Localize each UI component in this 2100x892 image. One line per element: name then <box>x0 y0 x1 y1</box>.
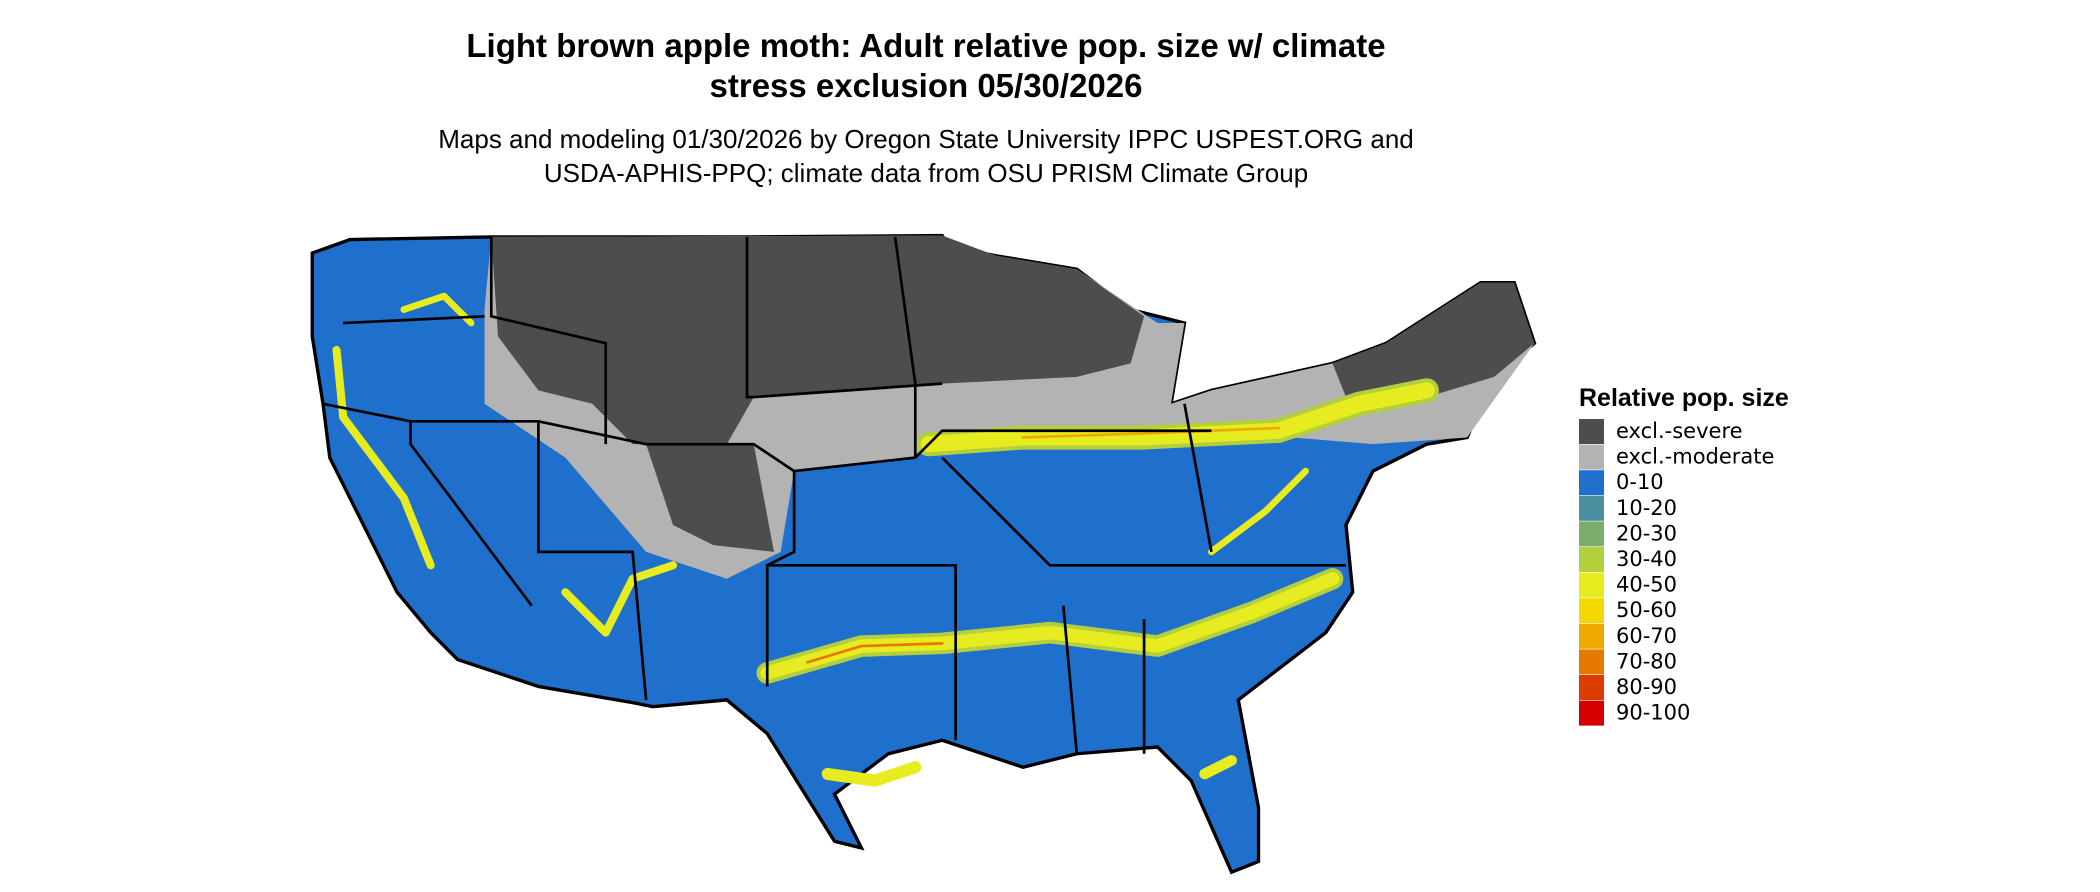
band-core <box>1021 426 1281 439</box>
band-core <box>806 642 944 664</box>
band-inner <box>400 292 475 327</box>
legend-swatch <box>1579 521 1604 547</box>
legend-swatch <box>1579 419 1604 444</box>
state-border <box>1061 605 1079 754</box>
state-border <box>767 563 958 741</box>
legend-label: 20-30 <box>1616 521 1677 545</box>
state-border <box>1183 403 1213 553</box>
legend-swatch <box>1579 470 1604 496</box>
state-border <box>893 236 917 458</box>
suitability-bands <box>332 292 1439 787</box>
legend-swatch <box>1579 495 1604 521</box>
state-border <box>537 421 648 701</box>
map-subtitle: Maps and modeling 01/30/2026 by Oregon S… <box>438 124 1414 154</box>
legend-swatch <box>1579 623 1604 649</box>
legend-label: 40-50 <box>1616 573 1677 597</box>
legend-label: excl.-moderate <box>1616 445 1774 469</box>
legend-label: 80-90 <box>1616 675 1677 699</box>
map-title: Light brown apple moth: Adult relative p… <box>466 27 1385 64</box>
legend-label: 90-100 <box>1616 701 1690 725</box>
state-border <box>343 314 485 325</box>
severe-exclusion-northeast <box>1332 282 1535 398</box>
legend-swatch <box>1579 598 1604 624</box>
legend-swatch <box>1579 675 1604 700</box>
legend: Relative pop. size excl.-severeexcl.-mod… <box>1579 384 1789 726</box>
state-borders <box>322 236 1346 754</box>
state-border <box>322 402 1212 473</box>
state-border <box>941 456 1346 567</box>
legend-label: 10-20 <box>1616 496 1677 520</box>
map-title: stress exclusion 05/30/2026 <box>710 67 1143 104</box>
map <box>310 233 1537 875</box>
state-border <box>489 236 608 445</box>
legend-label: 70-80 <box>1616 649 1677 673</box>
legend-swatch <box>1579 547 1604 572</box>
legend-label: excl.-severe <box>1616 419 1743 443</box>
state-border <box>409 421 533 607</box>
legend-label: 60-70 <box>1616 624 1677 648</box>
legend-swatch <box>1579 572 1604 598</box>
legend-label: 50-60 <box>1616 598 1677 622</box>
legend-swatch <box>1579 444 1604 470</box>
legend-label: 0-10 <box>1616 470 1664 494</box>
severe-exclusion-zone <box>491 235 1145 445</box>
map-subtitle: USDA-APHIS-PPQ; climate data from OSU PR… <box>544 158 1308 188</box>
band-inner <box>1208 467 1309 556</box>
band-inner <box>1199 755 1237 780</box>
legend-swatch <box>1579 700 1604 726</box>
legend-label: 30-40 <box>1616 547 1677 571</box>
legend-title: Relative pop. size <box>1579 384 1789 412</box>
legend-swatch <box>1579 649 1604 675</box>
state-border <box>765 471 796 687</box>
band-inner <box>920 382 1435 453</box>
band-inner <box>561 561 678 637</box>
titles: Light brown apple moth: Adult relative p… <box>438 27 1414 188</box>
band-inner <box>332 345 435 570</box>
band-inner <box>821 761 922 787</box>
state-border <box>745 236 943 399</box>
severe-exclusion-rockies <box>646 444 774 552</box>
